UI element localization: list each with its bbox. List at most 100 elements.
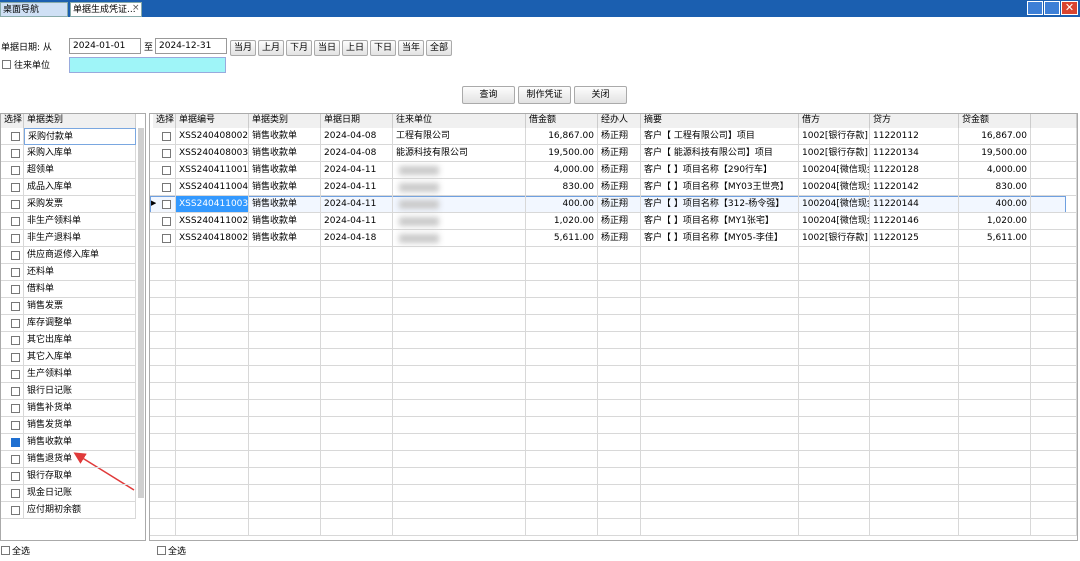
select-all-checkbox[interactable] [157,546,166,555]
category-checkbox[interactable] [11,268,20,277]
row-cell [150,162,176,179]
category-label[interactable]: 库存调整单 [24,315,136,332]
category-label[interactable]: 银行存取单 [24,468,136,485]
category-label[interactable]: 销售补货单 [24,400,136,417]
empty-cell [321,264,393,281]
category-checkbox[interactable] [11,404,20,413]
quick-button[interactable]: 全部 [426,40,452,56]
category-checkbox[interactable] [11,472,20,481]
row-checkbox[interactable] [162,217,171,226]
column-header: 单据类别 [249,114,321,128]
category-label[interactable]: 超领单 [24,162,136,179]
close-button[interactable]: ✕ [1061,1,1078,15]
table-cell: 客户【 】项目名称【MY05-李佳】 [641,230,799,247]
empty-cell [641,400,799,417]
row-checkbox[interactable] [162,183,171,192]
category-label[interactable]: 采购付款单 [24,128,136,145]
category-checkbox[interactable] [11,132,20,141]
empty-cell [526,519,598,536]
category-checkbox[interactable] [11,336,20,345]
row-checkbox[interactable] [162,149,171,158]
date-from-input[interactable]: 2024-01-01 [69,38,141,54]
quick-button[interactable]: 当日 [314,40,340,56]
category-checkbox[interactable] [11,387,20,396]
quick-button[interactable]: 当年 [398,40,424,56]
category-label[interactable]: 现金日记账 [24,485,136,502]
row-checkbox[interactable] [162,234,171,243]
category-label[interactable]: 非生产领料单 [24,213,136,230]
quick-button[interactable]: 上日 [342,40,368,56]
category-checkbox[interactable] [11,217,20,226]
category-label[interactable]: 其它出库单 [24,332,136,349]
category-label[interactable]: 采购入库单 [24,145,136,162]
category-label[interactable]: 成品入库单 [24,179,136,196]
empty-cell [176,400,249,417]
empty-cell [176,349,249,366]
category-checkbox[interactable] [11,200,20,209]
column-header: 贷金额 [959,114,1031,128]
tab-close[interactable]: × [132,3,140,13]
action-button[interactable]: 查询 [462,86,515,104]
maximize-button[interactable] [1044,1,1060,15]
category-checkbox[interactable] [11,234,20,243]
tab[interactable]: 桌面导航 [0,2,68,17]
empty-cell [870,366,959,383]
category-checkbox[interactable] [11,302,20,311]
partner-checkbox[interactable] [2,60,11,69]
category-checkbox[interactable] [11,319,20,328]
empty-cell [321,451,393,468]
category-checkbox[interactable] [11,166,20,175]
select-all-checkbox[interactable] [1,546,10,555]
empty-cell [526,468,598,485]
row-cell [1,281,24,298]
date-to-input[interactable]: 2024-12-31 [155,38,227,54]
category-label[interactable]: 销售发货单 [24,417,136,434]
quick-button[interactable]: 下月 [286,40,312,56]
action-button[interactable]: 制作凭证 [518,86,571,104]
category-label[interactable]: 借料单 [24,281,136,298]
partner-input[interactable] [69,57,226,73]
category-label[interactable]: 还料单 [24,264,136,281]
empty-cell [150,264,176,281]
category-label[interactable]: 应付期初余额 [24,502,136,519]
category-label[interactable]: 销售发票 [24,298,136,315]
category-label[interactable]: 销售退货单 [24,451,136,468]
category-checkbox[interactable] [11,421,20,430]
row-checkbox[interactable] [162,132,171,141]
row-checkbox[interactable] [162,200,171,209]
category-label[interactable]: 采购发票 [24,196,136,213]
category-checkbox[interactable] [11,251,20,260]
table-cell: 830.00 [526,179,598,196]
empty-cell [959,366,1031,383]
category-checkbox[interactable] [11,183,20,192]
category-label[interactable]: 销售收款单 [24,434,136,451]
tab[interactable]: 单据生成凭证... [70,2,142,17]
category-label[interactable]: 生产领料单 [24,366,136,383]
category-checkbox[interactable] [11,285,20,294]
minimize-button[interactable] [1027,1,1043,15]
category-checkbox[interactable] [11,489,20,498]
empty-cell [393,434,526,451]
category-checkbox[interactable] [11,370,20,379]
row-cell [1,213,24,230]
category-checkbox[interactable] [11,149,20,158]
empty-cell [959,434,1031,451]
empty-cell [150,349,176,366]
category-label[interactable]: 其它入库单 [24,349,136,366]
category-checkbox[interactable] [11,455,20,464]
category-checkbox[interactable] [11,353,20,362]
category-label[interactable]: 非生产退料单 [24,230,136,247]
table-cell: 11220142 [870,179,959,196]
category-checkbox[interactable] [11,438,20,447]
category-label[interactable]: 银行日记账 [24,383,136,400]
quick-button[interactable]: 当月 [230,40,256,56]
action-button[interactable]: 关闭 [574,86,627,104]
category-label[interactable]: 供应商返修入库单 [24,247,136,264]
empty-cell [959,315,1031,332]
row-checkbox[interactable] [162,166,171,175]
category-checkbox[interactable] [11,506,20,515]
row-cell [1,451,24,468]
quick-button[interactable]: 上月 [258,40,284,56]
quick-button[interactable]: 下日 [370,40,396,56]
empty-cell [321,247,393,264]
